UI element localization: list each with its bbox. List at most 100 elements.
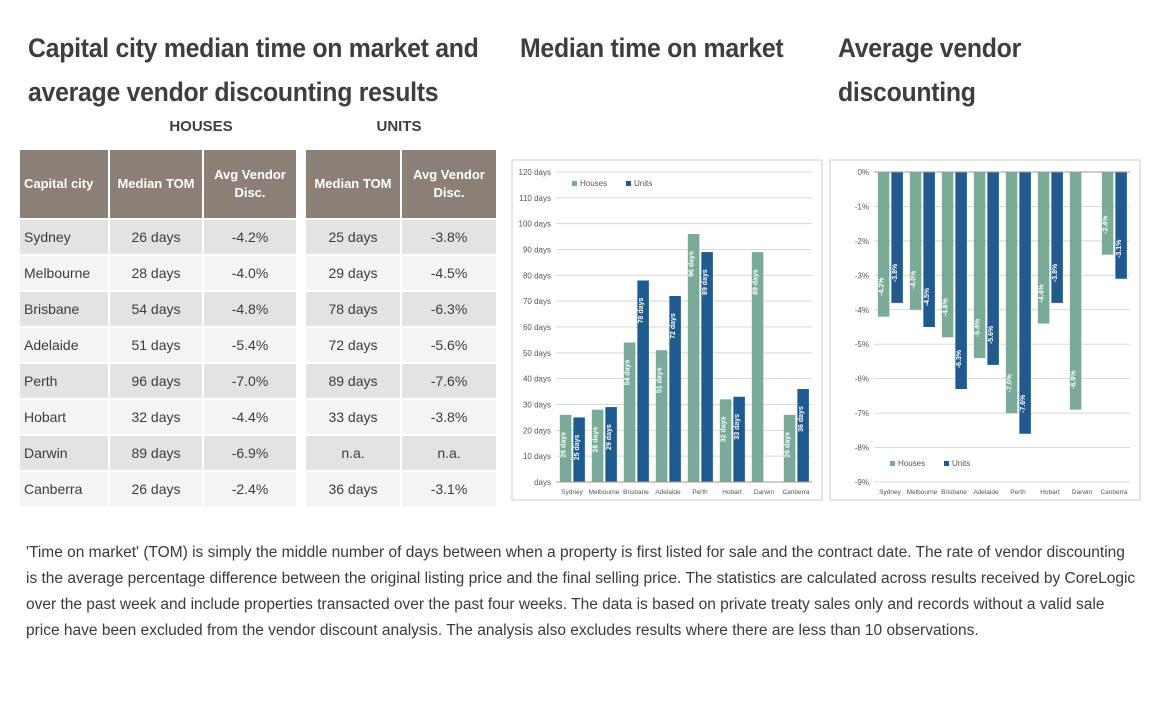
tom-xtick-label: Sydney — [561, 489, 583, 496]
units-disc-cell: -5.6% — [402, 326, 498, 362]
table-row: Melbourne 28 days -4.0% — [20, 254, 298, 290]
time-on-market-chart: days 10 days 20 days 30 days 40 days 50 days 6… — [511, 159, 823, 501]
houses-disc-cell: -4.2% — [204, 218, 298, 254]
disc-ytick-label: -8% — [855, 444, 869, 453]
tom-bar-units — [605, 407, 617, 482]
disc-xtick-label: Hobart — [1040, 489, 1060, 496]
disc-data-label: -3.8% — [892, 263, 899, 282]
houses-table: Capital city Median TOM Avg Vendor Disc.… — [20, 150, 298, 506]
table-row: 72 days -5.6% — [306, 326, 498, 362]
table-row: 36 days -3.1% — [306, 470, 498, 506]
tom-data-label: 51 days — [657, 367, 664, 393]
disc-xtick-label: Darwin — [1072, 489, 1093, 496]
disc-ytick-label: 0% — [857, 168, 869, 177]
disc-ytick-label: -7% — [855, 409, 869, 418]
tom-data-label: 89 days — [753, 269, 760, 295]
main-title: Capital city median time on market and a… — [28, 33, 479, 107]
tom-data-label: 25 days — [574, 434, 581, 460]
disc-legend-label: Houses — [898, 459, 925, 468]
tom-data-label: 78 days — [638, 298, 645, 324]
disc-data-label: -5.6% — [988, 325, 995, 344]
units-tom-cell: 78 days — [306, 290, 402, 326]
disc-bar-houses — [1037, 172, 1050, 324]
city-cell: Canberra — [20, 470, 110, 506]
tom-bar-houses — [719, 399, 732, 482]
houses-tom-cell: 32 days — [110, 398, 204, 434]
disc-legend-swatch — [944, 461, 949, 466]
houses-tom-cell: 28 days — [110, 254, 204, 290]
disc-ytick-label: -3% — [855, 271, 869, 280]
disc-data-label: -7.6% — [1020, 394, 1027, 413]
table-row: 89 days -7.6% — [306, 362, 498, 398]
units-tom-cell: 33 days — [306, 398, 402, 434]
tom-bar-units — [701, 252, 713, 482]
city-cell: Sydney — [20, 218, 110, 254]
tom-bar-units — [733, 396, 745, 482]
city-cell: Brisbane — [20, 290, 110, 326]
houses-disc-cell: -4.8% — [204, 290, 298, 326]
disc-bar-units — [955, 172, 967, 389]
tom-bar-houses — [623, 342, 636, 482]
disc-ytick-label: -5% — [855, 340, 869, 349]
disc-data-label: -2.4% — [1103, 215, 1110, 234]
tom-data-label: 26 days — [785, 432, 792, 458]
disc-xtick-label: Brisbane — [941, 489, 967, 496]
city-cell: Adelaide — [20, 326, 110, 362]
houses-tom-cell: 96 days — [110, 362, 204, 398]
disc-bar-houses — [941, 172, 954, 338]
table-row: Sydney 26 days -4.2% — [20, 218, 298, 254]
table-row: Canberra 26 days -2.4% — [20, 470, 298, 506]
table-row: Brisbane 54 days -4.8% — [20, 290, 298, 326]
disc-data-label: -5.4% — [975, 318, 982, 337]
tom-data-label: 26 days — [561, 432, 568, 458]
disc-data-label: -4.0% — [911, 270, 918, 289]
tom-bar-units — [797, 389, 809, 482]
disc-ytick-label: -1% — [855, 202, 869, 211]
tom-xtick-label: Brisbane — [623, 489, 649, 496]
tom-xtick-label: Perth — [692, 489, 708, 496]
tom-ytick-label: 50 days — [523, 349, 551, 358]
disc-data-label: -4.4% — [1039, 284, 1046, 303]
tom-bar-units — [573, 417, 585, 482]
disc-bar-houses — [1101, 172, 1114, 255]
houses-disc-cell: -7.0% — [204, 362, 298, 398]
disc-bar-units — [987, 172, 999, 365]
tom-ytick-label: 10 days — [523, 452, 551, 461]
table-row: 29 days -4.5% — [306, 254, 498, 290]
vendor-discounting-chart: 0%-1%-2%-3%-4%-5%-6%-7%-8%-9%-4.2% -4.0%-… — [829, 159, 1141, 501]
disc-xtick-label: Canberra — [1100, 489, 1127, 496]
table-row: Darwin 89 days -6.9% — [20, 434, 298, 470]
disc-data-label: -3.1% — [1116, 239, 1123, 258]
table-row: Perth 96 days -7.0% — [20, 362, 298, 398]
tom-ytick-label: 30 days — [523, 401, 551, 410]
tom-legend-swatch — [572, 181, 577, 186]
header-capital-city: Capital city — [20, 150, 110, 218]
disc-data-label: -4.2% — [879, 277, 886, 296]
tom-xtick-label: Melbourne — [589, 489, 620, 496]
tom-chart-title: Median time on market — [520, 33, 784, 63]
tom-xtick-label: Darwin — [754, 489, 775, 496]
tom-data-label: 29 days — [606, 424, 613, 450]
units-table: Median TOM Avg Vendor Disc. 25 days -3.8%… — [306, 150, 498, 506]
table-row: 78 days -6.3% — [306, 290, 498, 326]
units-tom-cell: 25 days — [306, 218, 402, 254]
tom-bar-houses — [655, 350, 668, 482]
disc-bar-units — [923, 172, 935, 327]
houses-tom-cell: 89 days — [110, 434, 204, 470]
disc-data-label: -4.5% — [924, 287, 931, 306]
disc-legend-label: Units — [952, 459, 970, 468]
header-houses-median-tom: Median TOM — [110, 150, 204, 218]
discount-chart-title: Average vendor discounting — [838, 33, 1021, 107]
tom-bar-units — [669, 296, 681, 482]
disc-bar-houses — [1069, 172, 1082, 410]
tom-xtick-label: Hobart — [722, 489, 742, 496]
city-cell: Darwin — [20, 434, 110, 470]
tom-ytick-label: 110 days — [519, 194, 551, 203]
disc-legend-swatch — [890, 461, 895, 466]
header-houses-avg-disc: Avg Vendor Disc. — [204, 150, 298, 218]
houses-disc-cell: -4.4% — [204, 398, 298, 434]
disc-bar-units — [891, 172, 903, 303]
disc-bar-houses — [1005, 172, 1018, 414]
disc-xtick-label: Melbourne — [907, 489, 938, 496]
disc-ytick-label: -6% — [855, 375, 869, 384]
